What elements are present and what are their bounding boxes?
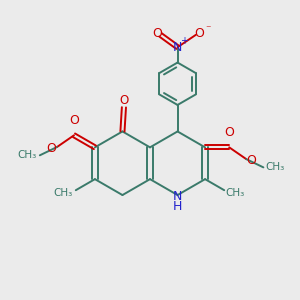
Text: +: + <box>180 36 188 46</box>
Text: O: O <box>119 94 129 107</box>
Text: N: N <box>173 41 182 54</box>
Text: CH₃: CH₃ <box>226 188 245 197</box>
Text: CH₃: CH₃ <box>18 150 37 160</box>
Text: CH₃: CH₃ <box>265 162 284 172</box>
Text: O: O <box>69 114 79 127</box>
Text: O: O <box>153 27 163 40</box>
Text: O: O <box>247 154 256 167</box>
Text: O: O <box>194 27 204 40</box>
Text: H: H <box>173 200 182 213</box>
Text: O: O <box>224 126 234 139</box>
Text: N: N <box>173 190 182 203</box>
Text: O: O <box>47 142 57 155</box>
Text: CH₃: CH₃ <box>54 188 73 197</box>
Text: ⁻: ⁻ <box>206 25 211 34</box>
